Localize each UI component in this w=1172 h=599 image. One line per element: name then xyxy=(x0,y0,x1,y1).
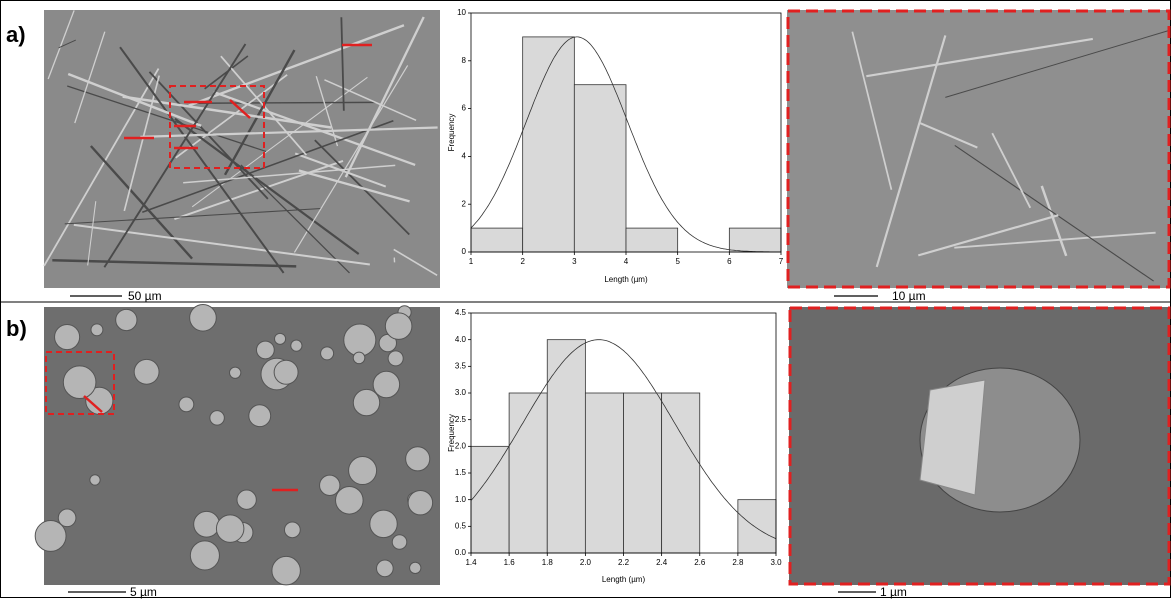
x-tick-label: 3.0 xyxy=(770,558,782,567)
bead xyxy=(291,340,302,351)
bar xyxy=(585,393,623,553)
bead xyxy=(116,309,137,330)
bead xyxy=(408,490,432,514)
x-tick-label: 2 xyxy=(520,257,525,266)
bead xyxy=(91,324,103,336)
bead xyxy=(134,359,159,384)
bead xyxy=(190,541,219,570)
y-tick-label: 4.5 xyxy=(455,308,467,317)
y-tick-label: 0 xyxy=(462,247,467,256)
bead xyxy=(249,405,271,427)
bead xyxy=(353,389,379,415)
x-tick-label: 7 xyxy=(779,257,784,266)
bead xyxy=(210,411,225,426)
x-tick-label: 2.6 xyxy=(694,558,706,567)
bar xyxy=(626,228,678,252)
bead xyxy=(284,522,300,538)
bead xyxy=(190,304,217,331)
bead xyxy=(370,510,397,537)
bead xyxy=(373,371,399,397)
bar xyxy=(547,340,585,553)
scale-label: 50 µm xyxy=(128,289,162,303)
bead xyxy=(230,367,241,378)
x-tick-label: 2.8 xyxy=(732,558,744,567)
y-tick-label: 3.5 xyxy=(455,361,467,370)
y-tick-label: 2.5 xyxy=(455,415,467,424)
figure: a) b) 50 µm 10 µm 5 µm 1 µm 1 2 3 4 5 6 7 0 2 4 6 8… xyxy=(0,0,1172,599)
scale-label: 5 µm xyxy=(130,585,157,599)
x-axis-title: Length (µm) xyxy=(604,275,648,284)
bead xyxy=(256,341,274,359)
sem-image xyxy=(44,10,440,288)
y-axis-title: Frequency xyxy=(447,414,456,452)
bead xyxy=(55,325,80,350)
bead xyxy=(237,490,256,509)
x-axis-title: Length (µm) xyxy=(602,575,646,584)
bar xyxy=(624,393,662,553)
bead xyxy=(90,475,100,485)
y-tick-label: 1.5 xyxy=(455,468,467,477)
bar xyxy=(574,85,626,252)
panel-label: b) xyxy=(6,316,27,341)
bead xyxy=(194,511,220,537)
y-tick-label: 0.5 xyxy=(455,521,467,530)
y-tick-label: 4 xyxy=(462,152,467,161)
x-tick-label: 1.4 xyxy=(465,558,477,567)
bead xyxy=(63,366,96,399)
bead xyxy=(406,447,430,471)
bead xyxy=(388,351,403,366)
x-tick-label: 1 xyxy=(469,257,474,266)
bead xyxy=(216,515,243,542)
bead xyxy=(274,360,298,384)
bead xyxy=(349,457,377,485)
x-tick-label: 1.8 xyxy=(542,558,554,567)
y-tick-label: 4.0 xyxy=(455,335,467,344)
bar xyxy=(738,500,776,553)
y-axis-title: Frequency xyxy=(447,114,456,152)
bar xyxy=(509,393,547,553)
y-tick-label: 8 xyxy=(462,56,467,65)
x-tick-label: 1.6 xyxy=(504,558,516,567)
x-tick-label: 2.2 xyxy=(618,558,630,567)
bead xyxy=(272,556,300,584)
bead xyxy=(344,324,376,356)
bar xyxy=(471,446,509,553)
scale-label: 1 µm xyxy=(880,585,907,599)
y-tick-label: 2 xyxy=(462,199,467,208)
x-tick-label: 2.0 xyxy=(580,558,592,567)
bead xyxy=(58,509,76,527)
bead xyxy=(353,352,365,364)
bead xyxy=(392,535,407,550)
bead xyxy=(179,397,194,412)
bead xyxy=(336,486,364,514)
fiber xyxy=(191,102,375,103)
x-tick-label: 2.4 xyxy=(656,558,668,567)
scale-label: 10 µm xyxy=(892,289,926,303)
bead xyxy=(321,347,334,360)
bar xyxy=(729,228,781,252)
y-tick-label: 10 xyxy=(457,8,466,17)
bead xyxy=(320,475,340,495)
x-tick-label: 6 xyxy=(727,257,732,266)
x-tick-label: 5 xyxy=(675,257,680,266)
particle xyxy=(920,380,985,495)
y-tick-label: 2.0 xyxy=(455,441,467,450)
bead xyxy=(385,313,412,340)
y-tick-label: 3.0 xyxy=(455,388,467,397)
x-tick-label: 4 xyxy=(624,257,629,266)
y-tick-label: 0.0 xyxy=(455,548,467,557)
bead xyxy=(275,333,286,344)
x-tick-label: 3 xyxy=(572,257,577,266)
y-tick-label: 1.0 xyxy=(455,495,467,504)
y-tick-label: 6 xyxy=(462,104,467,113)
bar xyxy=(471,228,523,252)
panel-label: a) xyxy=(6,22,26,47)
bead xyxy=(377,560,394,577)
bead xyxy=(410,562,421,573)
bar xyxy=(662,393,700,553)
